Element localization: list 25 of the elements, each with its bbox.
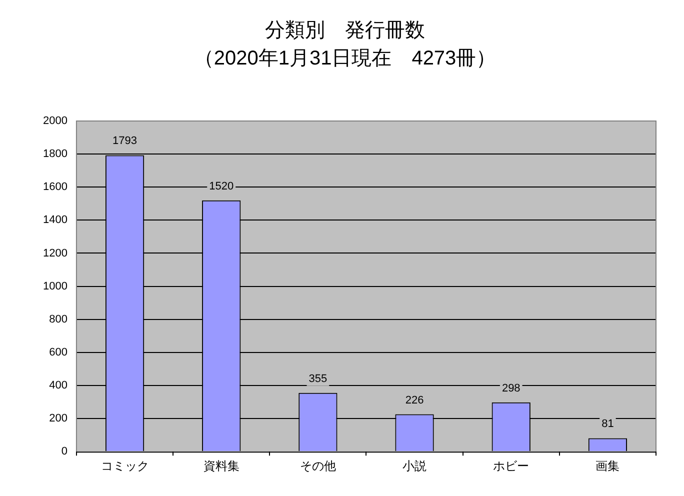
y-tick-label: 800 xyxy=(49,313,68,326)
data-label: 1793 xyxy=(112,135,138,148)
y-tick-label: 400 xyxy=(49,380,68,392)
y-tick-label: 200 xyxy=(49,412,68,425)
x-tick-label: 画集 xyxy=(596,459,620,474)
x-tick-label: その他 xyxy=(300,459,336,474)
y-tick-label: 1600 xyxy=(42,181,68,194)
y-tick-label: 1400 xyxy=(42,214,68,226)
data-label: 226 xyxy=(405,394,424,406)
y-tick-label: 1000 xyxy=(42,280,68,292)
y-tick-label: 600 xyxy=(49,346,68,358)
chart-title: 分類別 発行冊数 xyxy=(265,20,425,42)
data-label: 81 xyxy=(602,418,614,430)
y-tick-label: 2000 xyxy=(42,115,68,128)
y-tick-label: 1200 xyxy=(42,247,68,260)
chart-subtitle: （2020年1月31日現在 4273冊） xyxy=(194,48,496,70)
x-tick-label: コミック xyxy=(100,459,149,474)
y-tick-label: 1800 xyxy=(42,148,68,160)
data-label: 355 xyxy=(308,372,328,385)
data-label: 298 xyxy=(502,382,520,394)
data-label: 1520 xyxy=(209,180,234,192)
x-tick-label: ホビー xyxy=(493,459,530,474)
x-tick-label: 小説 xyxy=(402,459,427,474)
x-tick-label: 資料集 xyxy=(203,459,240,474)
y-tick-label: 0 xyxy=(61,446,68,458)
